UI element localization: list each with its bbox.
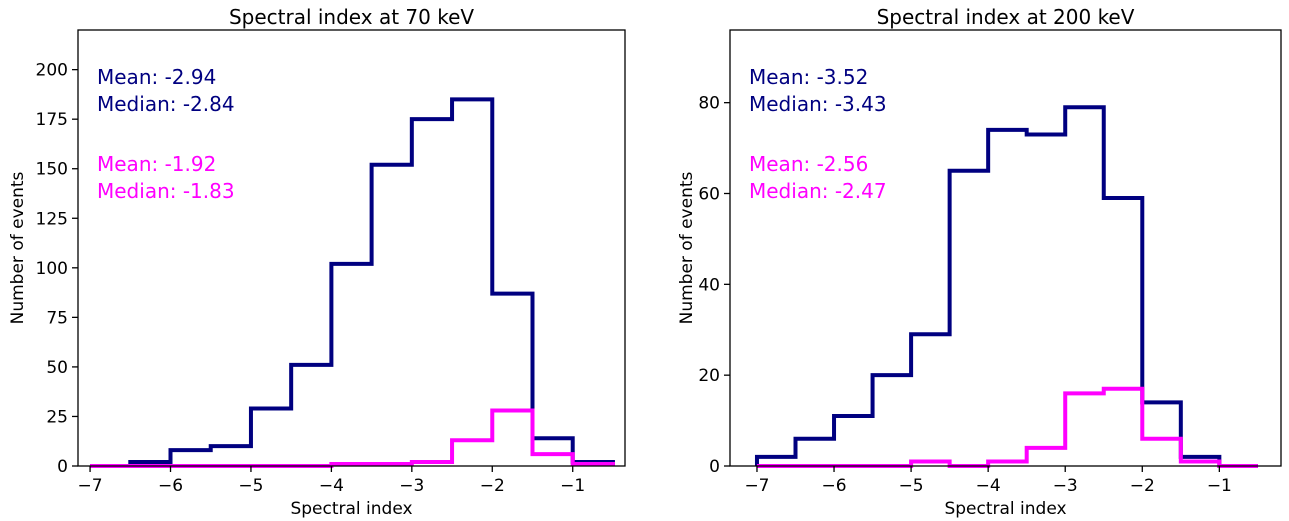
y-tick-label: 150 bbox=[36, 160, 68, 180]
y-tick-label: 80 bbox=[698, 94, 720, 114]
y-tick-label: 100 bbox=[36, 259, 68, 279]
chart-panel-1: −7 −6 −5 −4 −3 −2 −1 0 25 50 75 100 125 150 175 200 Spec… bbox=[8, 5, 626, 519]
x-tick-label: −2 bbox=[1130, 476, 1155, 496]
stats-annotation: Median: -3.43 bbox=[749, 92, 887, 116]
stats-annotation: Mean: -2.94 bbox=[97, 65, 216, 89]
y-tick-label: 125 bbox=[36, 209, 68, 229]
stats-annotation: Median: -2.84 bbox=[97, 92, 235, 116]
axes-frame bbox=[729, 29, 1282, 467]
x-tick-label: −6 bbox=[158, 476, 183, 496]
stats-annotation: Mean: -2.56 bbox=[749, 152, 868, 176]
y-tick-label: 50 bbox=[46, 358, 68, 378]
chart-title: Spectral index at 70 keV bbox=[229, 5, 474, 29]
y-tick-label: 175 bbox=[36, 110, 68, 130]
x-axis-label: Spectral index bbox=[944, 499, 1066, 519]
x-tick-label: −6 bbox=[822, 476, 847, 496]
x-tick-label: −5 bbox=[238, 476, 263, 496]
y-axis-label: Number of events bbox=[8, 171, 28, 324]
chart-title: Spectral index at 200 keV bbox=[877, 5, 1135, 29]
histogram-series-navy bbox=[754, 105, 1258, 468]
y-tick-label: 20 bbox=[698, 366, 720, 386]
stats-annotation: Median: -1.83 bbox=[97, 179, 235, 203]
histogram-series-navy bbox=[90, 97, 615, 468]
x-tick-label: −3 bbox=[399, 476, 424, 496]
x-tick-label: −7 bbox=[78, 476, 103, 496]
chart-panel-2: −7 −6 −5 −4 −3 −2 −1 0 20 40 60 80 Spectral index at… bbox=[677, 5, 1282, 519]
y-axis-label: Number of events bbox=[677, 171, 697, 324]
y-tick-label: 0 bbox=[57, 457, 68, 477]
y-tick-label: 75 bbox=[46, 308, 68, 328]
x-tick-label: −1 bbox=[1207, 476, 1232, 496]
y-tick-label: 40 bbox=[698, 275, 720, 295]
stats-annotation: Mean: -1.92 bbox=[97, 152, 216, 176]
y-tick-label: 200 bbox=[36, 61, 68, 81]
axes-frame bbox=[77, 29, 626, 467]
x-tick-label: −7 bbox=[744, 476, 769, 496]
stats-annotation: Median: -2.47 bbox=[749, 179, 887, 203]
x-tick-label: −5 bbox=[899, 476, 924, 496]
x-tick-label: −3 bbox=[1053, 476, 1078, 496]
x-tick-label: −4 bbox=[976, 476, 1001, 496]
y-tick-label: 25 bbox=[46, 407, 68, 427]
y-tick-label: 60 bbox=[698, 185, 720, 205]
x-tick-label: −1 bbox=[560, 476, 585, 496]
stats-annotation: Mean: -3.52 bbox=[749, 65, 868, 89]
x-tick-label: −4 bbox=[319, 476, 344, 496]
x-tick-label: −2 bbox=[480, 476, 505, 496]
x-axis-label: Spectral index bbox=[290, 499, 412, 519]
y-tick-label: 0 bbox=[709, 457, 720, 477]
